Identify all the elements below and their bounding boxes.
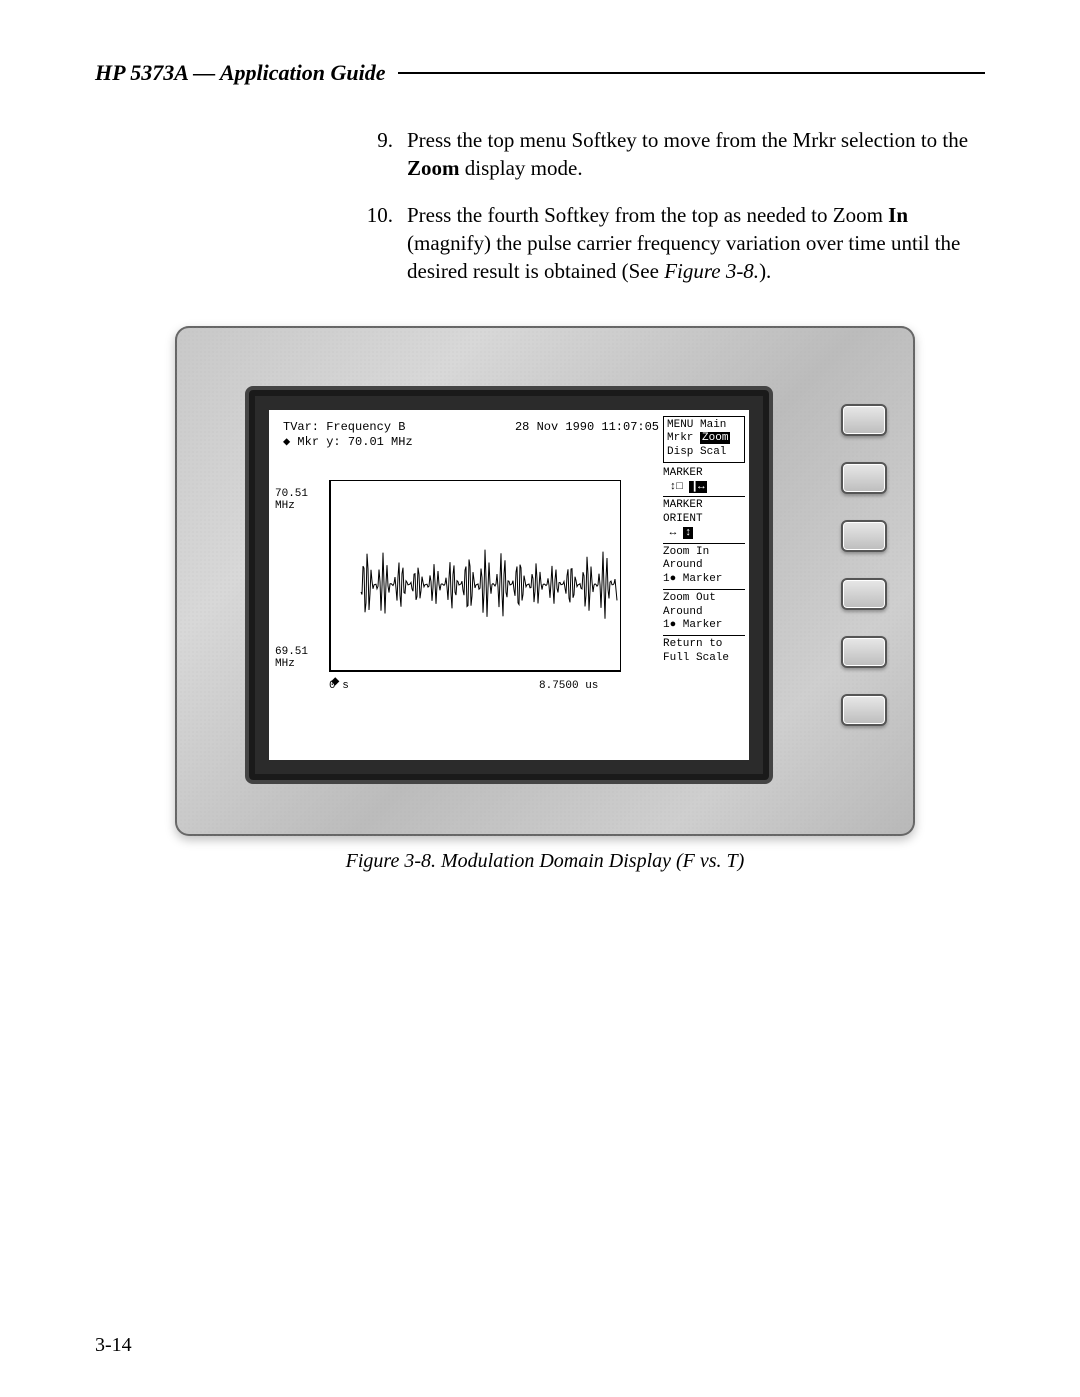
header-title: HP 5373A — Application Guide xyxy=(95,60,398,86)
header-rule xyxy=(398,72,985,74)
softkey-button[interactable] xyxy=(841,404,887,436)
page: HP 5373A — Application Guide 9.Press the… xyxy=(95,60,985,873)
instruction-list: 9.Press the top menu Softkey to move fro… xyxy=(355,126,985,286)
instrument-bezel: TVar: Frequency B 28 Nov 1990 11:07:05 ◆… xyxy=(175,326,915,836)
softkey-menu: MENU Main Mrkr Zoom Disp Scal MARKER ↕□ … xyxy=(663,416,745,666)
figure-caption: Figure 3-8. Modulation Domain Display (F… xyxy=(175,850,915,873)
menu-main: MENU Main Mrkr Zoom Disp Scal xyxy=(663,416,745,463)
y-axis-max: 70.51MHz xyxy=(275,488,308,512)
menu-orient: MARKER ORIENT ↔ ↕ xyxy=(663,499,745,540)
x-axis-min: 0 s xyxy=(329,680,349,692)
softkey-button[interactable] xyxy=(841,520,887,552)
menu-zoom-in: Zoom In Around 1● Marker xyxy=(663,546,745,587)
menu-return: Return to Full Scale xyxy=(663,638,745,666)
crt-header: TVar: Frequency B 28 Nov 1990 11:07:05 ◆… xyxy=(283,420,659,451)
marker-readout: ◆ Mkr y: 70.01 MHz xyxy=(283,435,659,451)
step-text: Press the top menu Softkey to move from … xyxy=(407,126,985,183)
step-number: 10. xyxy=(355,201,407,286)
figure: TVar: Frequency B 28 Nov 1990 11:07:05 ◆… xyxy=(175,326,915,873)
y-axis-min: 69.51MHz xyxy=(275,646,308,670)
softkey-button[interactable] xyxy=(841,694,887,726)
step-text: Press the fourth Softkey from the top as… xyxy=(407,201,985,286)
instruction-step: 9.Press the top menu Softkey to move fro… xyxy=(355,126,985,183)
x-axis-max: 8.7500 us xyxy=(539,680,598,692)
softkey-column xyxy=(841,404,887,726)
menu-zoom-out: Zoom Out Around 1● Marker xyxy=(663,592,745,633)
softkey-button[interactable] xyxy=(841,462,887,494)
plot-area xyxy=(329,480,621,672)
timestamp: 28 Nov 1990 11:07:05 xyxy=(515,420,659,436)
tvar-label: TVar: Frequency B xyxy=(283,420,405,434)
instruction-step: 10.Press the fourth Softkey from the top… xyxy=(355,201,985,286)
softkey-button[interactable] xyxy=(841,578,887,610)
header: HP 5373A — Application Guide xyxy=(95,60,985,86)
menu-marker: MARKER ↕□ ┃↔ xyxy=(663,467,745,495)
step-number: 9. xyxy=(355,126,407,183)
softkey-button[interactable] xyxy=(841,636,887,668)
waveform xyxy=(331,480,621,670)
crt-frame: TVar: Frequency B 28 Nov 1990 11:07:05 ◆… xyxy=(245,386,773,784)
crt-screen: TVar: Frequency B 28 Nov 1990 11:07:05 ◆… xyxy=(269,410,749,760)
page-number: 3-14 xyxy=(95,1334,132,1357)
